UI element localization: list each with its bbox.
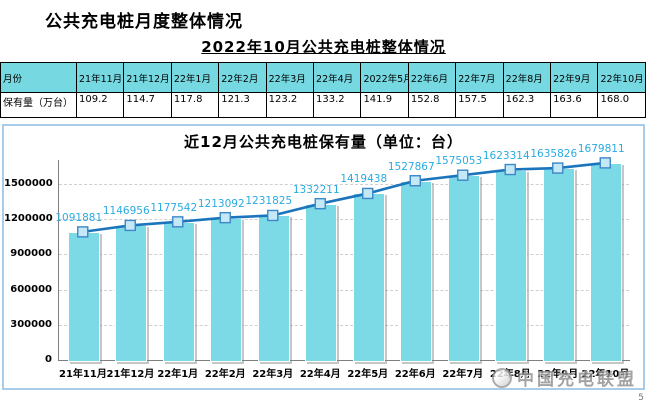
table-month-header-cell: 22年7月 [455, 62, 504, 93]
y-axis [58, 160, 59, 360]
table-month-header-cell: 22年10月 [597, 62, 646, 93]
table-row-header-stock: 保有量（万台） [0, 92, 77, 118]
gridline [59, 324, 629, 326]
y-axis-label: 900000 [10, 248, 52, 260]
table-month-header-cell: 22年6月 [407, 62, 457, 93]
data-label: 1231825 [245, 195, 293, 208]
table-value-cell: 133.2 [313, 92, 362, 118]
page-title: 公共充电桩月度整体情况 [45, 12, 243, 32]
data-label: 1419438 [340, 173, 388, 186]
data-label: 1527867 [387, 160, 435, 173]
table-value-cell: 163.6 [550, 92, 599, 118]
x-axis-label: 22年2月 [204, 369, 246, 380]
table-value-cell: 117.8 [170, 92, 220, 118]
table-value-cell: 152.8 [407, 92, 457, 118]
y-axis-label: 0 [45, 354, 52, 365]
page-number: 5 [638, 393, 644, 403]
table-month-header-cell: 21年12月 [123, 62, 172, 93]
bar [257, 215, 290, 362]
x-axis-label: 22年9月 [537, 369, 579, 380]
table-month-header-cell: 22年8月 [502, 62, 552, 93]
watermark: 中国充电联盟 [492, 365, 637, 390]
bar [447, 175, 480, 362]
bar [495, 169, 528, 362]
data-label: 1177542 [150, 201, 198, 214]
bar [210, 217, 243, 362]
table-value-cell: 141.9 [360, 92, 409, 118]
chart-title: 近12月公共充电桩保有量（单位：台） [184, 133, 463, 151]
y-axis-label: 300000 [10, 318, 52, 330]
y-axis-label: 1500000 [4, 178, 53, 189]
plot-area: 0 300000 600000 900000 1200000 1500000 1091881… [4, 143, 643, 386]
table-month-header-cell: 22年4月 [313, 62, 362, 93]
x-axis-label: 22年5月 [347, 369, 389, 380]
table-value-cell: 109.2 [75, 92, 125, 118]
subtitle: 2022年10月公共充电桩整体情况 [201, 38, 446, 56]
table-month-header-cell: 21年11月 [75, 62, 125, 93]
x-axis-label: 21年12月 [106, 369, 155, 380]
gridline [59, 289, 629, 291]
bar [115, 225, 148, 362]
table-month-header-cell: 2022年5月 [360, 62, 409, 93]
table-value-cell: 123.2 [265, 92, 315, 118]
table-month-header-cell: 22年9月 [550, 62, 599, 93]
x-axis-label: 22年10月 [581, 369, 630, 380]
data-label: 1679811 [577, 142, 625, 155]
data-label: 1091881 [55, 211, 103, 224]
x-axis-label: 22年4月 [299, 369, 341, 380]
x-axis-label: 22年7月 [442, 369, 484, 380]
data-label: 1332211 [292, 183, 340, 196]
bar [352, 193, 385, 362]
table-value-cell: 121.3 [218, 92, 267, 118]
bar [305, 203, 338, 362]
data-label: 1575053 [435, 155, 483, 168]
x-axis-label: 22年3月 [252, 369, 294, 380]
table-value-cell: 162.3 [502, 92, 552, 118]
table-month-header-cell: 22年2月 [218, 62, 267, 93]
bar [162, 221, 195, 362]
gridline [59, 254, 629, 256]
data-label: 1213092 [197, 197, 245, 210]
data-label: 1146956 [102, 205, 150, 218]
table-row-header-month: 月份 [0, 62, 77, 93]
data-label: 1623314 [482, 149, 530, 162]
chart-container: 近12月公共充电桩保有量（单位：台） 0 300000 600000 900000 12… [2, 124, 645, 390]
bar [400, 180, 433, 362]
table-value-cell: 157.5 [455, 92, 504, 118]
x-axis-label: 21年11月 [59, 369, 107, 380]
x-axis [58, 360, 630, 361]
table-value-cell: 114.7 [123, 92, 172, 118]
bar [67, 231, 100, 362]
table-value-row: 保有量（万台） 109.2 114.7 117.8 121.3 123.2 133.2 14… [0, 92, 646, 118]
alliance-logo-icon [492, 367, 512, 388]
x-axis-label: 22年1月 [157, 369, 199, 380]
monthly-summary-table: 月份 21年11月 21年12月 22年1月 22年2月 22年3月 22年4月 2022年… [0, 62, 646, 118]
data-label: 1635826 [530, 148, 578, 161]
x-axis-label: 22年6月 [394, 369, 436, 380]
y-axis-label: 600000 [10, 283, 52, 295]
table-month-header-cell: 22年1月 [170, 62, 220, 93]
y-axis-label: 1200000 [4, 213, 53, 225]
bar [590, 162, 623, 362]
table-value-cell: 168.0 [597, 92, 646, 118]
watermark-text: 中国充电联盟 [517, 370, 637, 390]
table-month-header-cell: 22年3月 [265, 62, 315, 93]
bar [542, 168, 575, 362]
table-header-row: 月份 21年11月 21年12月 22年1月 22年2月 22年3月 22年4月 2022年… [0, 62, 646, 93]
